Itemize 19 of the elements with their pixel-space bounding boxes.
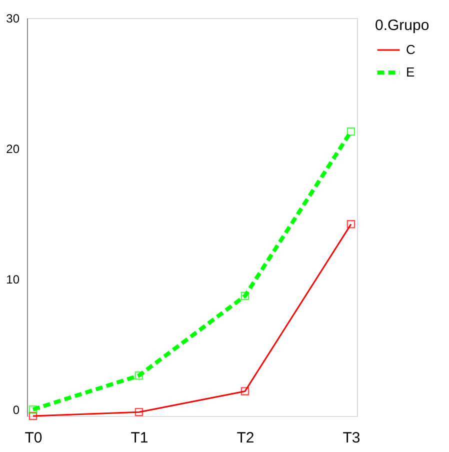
x-tick-label: T2 — [236, 430, 254, 446]
point — [28, 412, 38, 420]
point — [134, 408, 144, 416]
point — [28, 405, 38, 414]
y-tick-label: 30 — [6, 12, 20, 26]
legend-title: 0.Grupo — [375, 17, 430, 34]
point — [240, 387, 250, 396]
x-tick-label: T1 — [130, 430, 148, 446]
point — [346, 127, 356, 136]
x-tick-label: T0 — [24, 430, 42, 446]
point — [240, 292, 250, 300]
point — [134, 371, 144, 380]
point — [346, 220, 356, 228]
y-tick-label: 20 — [6, 142, 20, 156]
y-tick-label: 10 — [6, 272, 20, 286]
legend-label: C — [406, 42, 416, 57]
x-tick-label: T3 — [342, 430, 360, 446]
y-tick-label: 0 — [12, 402, 20, 417]
legend-label: E — [406, 64, 415, 80]
